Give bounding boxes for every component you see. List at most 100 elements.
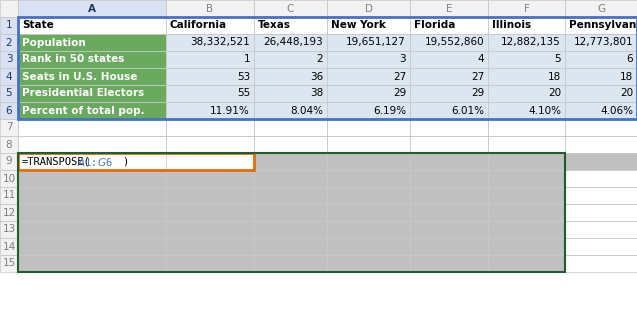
- Text: 2: 2: [6, 37, 12, 47]
- Bar: [565, 255, 637, 272]
- Bar: [565, 17, 637, 34]
- Bar: [327, 187, 410, 204]
- Text: 15: 15: [3, 258, 16, 268]
- Text: Population: Population: [22, 37, 86, 47]
- Bar: [565, 85, 637, 102]
- Bar: [0, 238, 18, 255]
- Bar: [327, 238, 410, 255]
- Bar: [327, 153, 410, 170]
- Bar: [488, 0, 565, 17]
- Text: 20: 20: [620, 89, 633, 99]
- Text: D: D: [364, 4, 373, 14]
- Bar: [18, 51, 166, 68]
- Bar: [488, 170, 565, 187]
- Bar: [18, 255, 166, 272]
- Bar: [410, 119, 488, 136]
- Bar: [0, 238, 18, 255]
- Text: 18: 18: [548, 71, 561, 81]
- Text: 4.06%: 4.06%: [600, 106, 633, 116]
- Bar: [565, 85, 637, 102]
- Bar: [166, 0, 254, 17]
- Bar: [18, 17, 637, 119]
- Bar: [410, 85, 488, 102]
- Bar: [0, 204, 18, 221]
- Bar: [254, 17, 327, 34]
- Text: 8: 8: [6, 140, 12, 150]
- Text: E: E: [446, 4, 452, 14]
- Bar: [410, 17, 488, 34]
- Bar: [254, 17, 327, 34]
- Bar: [18, 170, 166, 187]
- Bar: [166, 102, 254, 119]
- Bar: [565, 102, 637, 119]
- Bar: [565, 221, 637, 238]
- Bar: [410, 255, 488, 272]
- Bar: [0, 119, 18, 136]
- Bar: [0, 0, 18, 17]
- Bar: [488, 85, 565, 102]
- Bar: [254, 204, 327, 221]
- Bar: [254, 102, 327, 119]
- Bar: [565, 0, 637, 17]
- Bar: [254, 187, 327, 204]
- Bar: [166, 221, 254, 238]
- Bar: [410, 204, 488, 221]
- Bar: [0, 153, 18, 170]
- Bar: [18, 136, 166, 153]
- Bar: [410, 170, 488, 187]
- Bar: [410, 136, 488, 153]
- Bar: [18, 221, 166, 238]
- Bar: [327, 153, 410, 170]
- Bar: [565, 136, 637, 153]
- Bar: [166, 170, 254, 187]
- Bar: [565, 187, 637, 204]
- Bar: [327, 221, 410, 238]
- Bar: [0, 221, 18, 238]
- Bar: [254, 51, 327, 68]
- Text: California: California: [170, 20, 227, 30]
- Bar: [327, 255, 410, 272]
- Bar: [166, 136, 254, 153]
- Bar: [565, 17, 637, 34]
- Bar: [410, 238, 488, 255]
- Text: 38,332,521: 38,332,521: [190, 37, 250, 47]
- Bar: [565, 51, 637, 68]
- Bar: [327, 0, 410, 17]
- Text: Texas: Texas: [258, 20, 291, 30]
- Bar: [0, 68, 18, 85]
- Bar: [254, 68, 327, 85]
- Bar: [18, 85, 166, 102]
- Bar: [18, 119, 166, 136]
- Bar: [18, 187, 166, 204]
- Bar: [327, 119, 410, 136]
- Bar: [488, 51, 565, 68]
- Text: 11: 11: [3, 191, 16, 201]
- Text: 12,773,801: 12,773,801: [573, 37, 633, 47]
- Bar: [166, 51, 254, 68]
- Bar: [565, 68, 637, 85]
- Bar: [166, 51, 254, 68]
- Bar: [254, 85, 327, 102]
- Bar: [0, 255, 18, 272]
- Bar: [254, 136, 327, 153]
- Bar: [410, 85, 488, 102]
- Bar: [327, 255, 410, 272]
- Bar: [18, 0, 166, 17]
- Bar: [0, 51, 18, 68]
- Bar: [166, 68, 254, 85]
- Text: 12,882,135: 12,882,135: [501, 37, 561, 47]
- Bar: [166, 204, 254, 221]
- Bar: [0, 0, 18, 17]
- Bar: [18, 102, 166, 119]
- Bar: [565, 170, 637, 187]
- Bar: [410, 51, 488, 68]
- Bar: [565, 204, 637, 221]
- Bar: [254, 238, 327, 255]
- Bar: [166, 85, 254, 102]
- Bar: [488, 221, 565, 238]
- Text: 4.10%: 4.10%: [528, 106, 561, 116]
- Bar: [327, 51, 410, 68]
- Bar: [166, 255, 254, 272]
- Bar: [327, 119, 410, 136]
- Text: =TRANSPOSE(: =TRANSPOSE(: [22, 157, 90, 166]
